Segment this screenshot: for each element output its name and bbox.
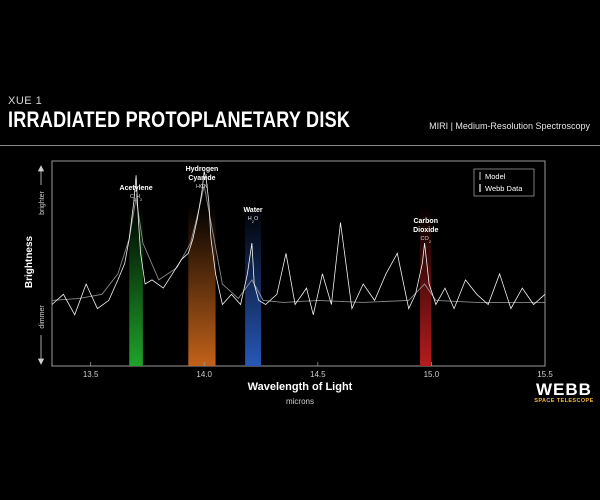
instrument-label: MIRI | Medium-Resolution Spectroscopy bbox=[429, 121, 590, 131]
x-tick-label: 14.0 bbox=[196, 370, 212, 379]
title-divider bbox=[0, 145, 600, 146]
webb-logo-word: WEBB bbox=[536, 380, 592, 399]
y-low-label: dimmer bbox=[39, 305, 46, 329]
webb-logo: WEBB SPACE TELESCOPE bbox=[529, 380, 599, 404]
molecule-label: Water bbox=[243, 207, 262, 214]
x-axis-label: Wavelength of Light bbox=[248, 381, 353, 393]
molecule-label: Carbon bbox=[413, 218, 438, 225]
x-tick-label: 13.5 bbox=[83, 370, 99, 379]
series-webb-data bbox=[51, 171, 546, 316]
x-tick-label: 14.5 bbox=[310, 370, 326, 379]
band-water bbox=[245, 205, 262, 366]
molecule-formula: C2H2 bbox=[130, 194, 143, 202]
series-model bbox=[51, 185, 545, 303]
legend: Model Webb Data bbox=[473, 168, 535, 197]
molecule-label: Cyanide bbox=[188, 175, 215, 182]
page-title: IRRADIATED PROTOPLANETARY DISK bbox=[8, 107, 351, 132]
x-axis-unit: microns bbox=[286, 397, 314, 406]
y-axis-label: Brightness bbox=[24, 235, 35, 288]
molecule-label: Dioxide bbox=[413, 227, 438, 234]
molecule-formula: HCN bbox=[196, 184, 208, 190]
molecule-formula: H2O bbox=[248, 216, 259, 224]
molecule-formula: CO2 bbox=[420, 236, 431, 244]
kicker-label: XUE 1 bbox=[8, 95, 43, 107]
molecule-label: Hydrogen bbox=[186, 166, 219, 173]
webb-logo-subtitle: SPACE TELESCOPE bbox=[534, 398, 594, 404]
band-acetylene bbox=[129, 205, 143, 366]
molecule-label: Acetylene bbox=[120, 185, 153, 192]
band-hydrogen-cyanide bbox=[188, 205, 216, 366]
legend-label-webb-data: Webb Data bbox=[485, 184, 523, 193]
x-tick-label: 15.5 bbox=[537, 370, 553, 379]
plot-frame bbox=[51, 160, 546, 367]
y-axis-arrow bbox=[37, 165, 45, 365]
y-high-label: brighter bbox=[39, 190, 46, 214]
x-tick-label: 15.0 bbox=[424, 370, 440, 379]
legend-label-model: Model bbox=[485, 172, 506, 181]
